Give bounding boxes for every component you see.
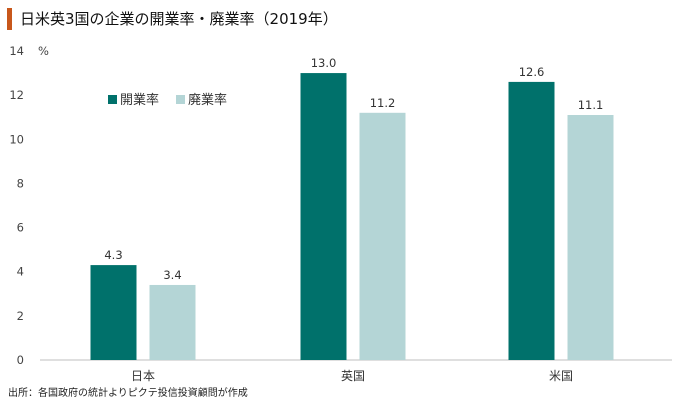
legend-swatch (108, 95, 117, 104)
source-note: 出所：各国政府の統計よりピクテ投信投資顧問が作成 (8, 388, 248, 399)
data-label: 4.3 (104, 248, 122, 262)
y-unit-label: % (38, 44, 49, 58)
bar (149, 284, 196, 360)
chart-title: 日米英3国の企業の開業率・廃業率（2019年） (20, 10, 338, 28)
category-label: 米国 (549, 369, 573, 383)
y-tick-label: 8 (17, 176, 24, 190)
y-tick-label: 12 (9, 88, 24, 102)
data-label: 11.2 (370, 96, 396, 110)
data-label: 11.1 (578, 98, 604, 112)
bar (359, 112, 406, 360)
bar (90, 265, 137, 360)
title-accent-bar (7, 8, 12, 30)
y-tick-label: 2 (17, 309, 24, 323)
data-label: 3.4 (163, 268, 181, 282)
legend-swatch (176, 95, 185, 104)
data-label: 12.6 (519, 65, 545, 79)
bar (300, 73, 347, 361)
y-tick-label: 14 (9, 44, 24, 58)
y-tick-label: 0 (17, 353, 24, 367)
y-tick-label: 4 (17, 265, 24, 279)
y-tick-label: 6 (17, 221, 24, 235)
category-label: 英国 (341, 369, 365, 383)
legend-label: 廃業率 (188, 92, 227, 108)
y-tick-label: 10 (9, 132, 24, 146)
legend-label: 開業率 (120, 92, 159, 108)
category-label: 日本 (131, 369, 155, 383)
bar (567, 115, 614, 360)
bar (508, 81, 555, 361)
data-label: 13.0 (311, 56, 337, 70)
